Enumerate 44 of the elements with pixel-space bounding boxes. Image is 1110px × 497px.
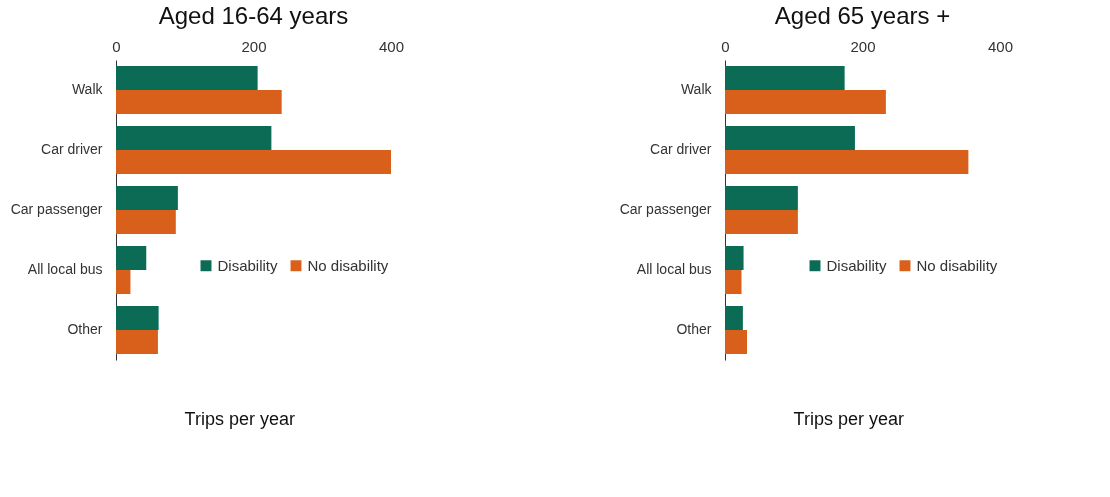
x-axis-title: Trips per year bbox=[184, 409, 295, 429]
bar bbox=[725, 66, 845, 90]
y-tick-label: Other bbox=[676, 321, 712, 337]
legend-label: No disability bbox=[916, 256, 998, 274]
bar bbox=[725, 90, 886, 114]
chart-title: Aged 65 years + bbox=[774, 2, 951, 29]
bar bbox=[116, 66, 258, 90]
y-tick-label: Car passenger bbox=[619, 201, 712, 217]
y-tick-label: Car driver bbox=[650, 141, 712, 157]
y-tick-label: Walk bbox=[680, 81, 713, 97]
x-axis-title: Trips per year bbox=[793, 409, 904, 429]
legend-label: No disability bbox=[307, 256, 389, 274]
bar bbox=[725, 150, 969, 174]
bar bbox=[116, 90, 282, 114]
bar bbox=[725, 246, 744, 270]
x-tick-label: 400 bbox=[378, 37, 405, 55]
x-tick-label: 200 bbox=[241, 37, 267, 55]
bar bbox=[116, 150, 391, 174]
bar bbox=[725, 330, 747, 354]
bar bbox=[116, 126, 272, 150]
bar bbox=[116, 246, 147, 270]
x-tick-label: 200 bbox=[850, 37, 876, 55]
bar bbox=[116, 270, 131, 294]
bar bbox=[116, 330, 158, 354]
chart-title: Aged 16-64 years bbox=[158, 2, 349, 29]
bar bbox=[725, 270, 742, 294]
y-tick-label: Car driver bbox=[41, 141, 103, 157]
bar bbox=[725, 210, 798, 234]
y-tick-label: All local bus bbox=[636, 261, 712, 277]
y-tick-label: Car passenger bbox=[10, 201, 103, 217]
legend-label: Disability bbox=[826, 256, 888, 274]
bar bbox=[725, 186, 798, 210]
bar bbox=[725, 126, 855, 150]
y-tick-label: Walk bbox=[71, 81, 104, 97]
bar bbox=[725, 306, 743, 330]
x-tick-label: 0 bbox=[721, 37, 730, 55]
bar bbox=[116, 210, 176, 234]
x-tick-label: 400 bbox=[987, 37, 1014, 55]
x-tick-label: 0 bbox=[112, 37, 121, 55]
bar bbox=[116, 186, 178, 210]
y-tick-label: All local bus bbox=[27, 261, 103, 277]
bar bbox=[116, 306, 159, 330]
y-tick-label: Other bbox=[67, 321, 103, 337]
legend-label: Disability bbox=[217, 256, 279, 274]
